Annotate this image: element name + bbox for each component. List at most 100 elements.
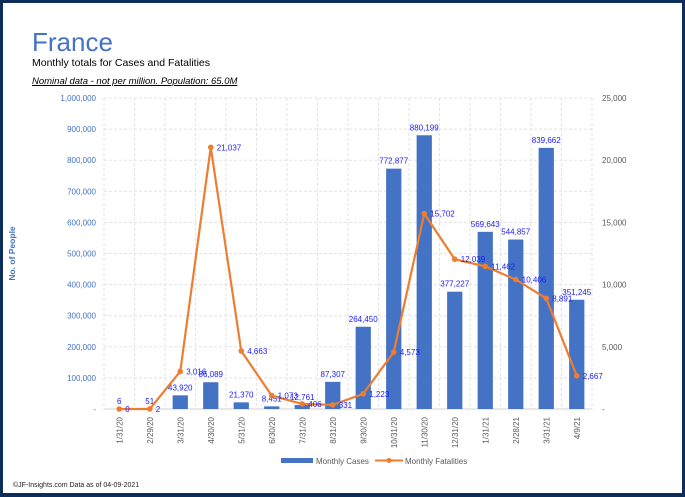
line-data-label: 12,039 xyxy=(461,255,486,264)
x-tick-label: 10/31/20 xyxy=(390,416,399,448)
fatalities-point xyxy=(543,295,550,302)
bar-data-label: 772,877 xyxy=(379,157,408,166)
chart-subtitle: Monthly totals for Cases and Fatalities xyxy=(32,57,210,69)
x-tick-label: 7/31/20 xyxy=(298,416,307,443)
y-tick-label: 1,000,000 xyxy=(60,94,96,103)
y-tick-label: 900,000 xyxy=(67,125,96,134)
x-tick-label: 3/31/21 xyxy=(542,416,551,443)
line-data-label: 4,663 xyxy=(247,347,268,356)
x-tick-label: 12/31/20 xyxy=(451,416,460,448)
line-data-label: 15,702 xyxy=(430,210,455,219)
bar-data-label: 839,662 xyxy=(532,136,561,145)
bar-data-label: 544,857 xyxy=(501,228,530,237)
population-note: Nominal data - not per million. Populati… xyxy=(32,76,238,87)
bar-data-label: 264,450 xyxy=(349,315,378,324)
chart-frame: France Monthly totals for Cases and Fata… xyxy=(3,3,682,493)
line-data-label: 1,223 xyxy=(369,390,390,399)
x-tick-label: 4/30/20 xyxy=(207,416,216,443)
fatalities-point xyxy=(299,401,306,407)
legend-label-fatalities: Monthly Fatalities xyxy=(405,457,467,466)
y-tick-label: 200,000 xyxy=(67,343,96,352)
y-tick-label: 300,000 xyxy=(67,312,96,321)
line-data-label: 406 xyxy=(308,400,322,409)
line-data-label: 21,037 xyxy=(217,143,242,152)
line-data-label: 331 xyxy=(339,401,353,410)
fatalities-point xyxy=(360,390,367,397)
bar-monthly-cases xyxy=(294,405,310,409)
y-tick-label: 700,000 xyxy=(67,187,96,196)
y2-tick-label: 5,000 xyxy=(602,343,623,352)
fatalities-point xyxy=(451,256,458,263)
x-tick-label: 4/9/21 xyxy=(573,416,582,439)
bar-monthly-cases xyxy=(447,291,463,409)
line-data-label: 3,016 xyxy=(186,367,207,376)
bar-data-label: 8,451 xyxy=(262,394,283,403)
fatalities-point xyxy=(207,144,214,151)
fatalities-point xyxy=(116,406,123,412)
y-tick-label: - xyxy=(93,405,96,414)
bar-monthly-cases xyxy=(203,382,219,409)
x-tick-label: 5/31/20 xyxy=(237,416,246,443)
y2-tick-label: 20,000 xyxy=(602,156,627,165)
line-data-label: 1,073 xyxy=(278,392,299,401)
fatalities-point xyxy=(238,348,245,354)
bar-data-label: 377,227 xyxy=(440,280,469,289)
line-data-label: 8,891 xyxy=(552,294,573,303)
bar-monthly-cases xyxy=(325,381,341,409)
bar-monthly-cases xyxy=(569,299,585,409)
bar-data-label: 43,920 xyxy=(168,383,193,392)
bar-monthly-cases xyxy=(264,406,280,409)
x-tick-label: 11/30/20 xyxy=(420,416,429,447)
fatalities-point xyxy=(146,406,153,412)
x-tick-label: 1/31/20 xyxy=(115,416,124,443)
footer-credit: ©JF-Insights.com Data as of 04-09-2021 xyxy=(13,482,140,489)
x-tick-label: 1/31/21 xyxy=(481,416,490,443)
y2-tick-label: 25,000 xyxy=(602,94,627,103)
combo-chart: - 100,000 200,000 300,000 400,000 500,000 600,… xyxy=(7,94,627,466)
legend-marker-fatalities xyxy=(386,458,392,463)
chart-title: France xyxy=(32,27,113,57)
fatalities-point xyxy=(177,368,184,375)
fatalities-point xyxy=(268,392,275,399)
bar-data-label: 12,761 xyxy=(290,393,315,402)
y-tick-label: 800,000 xyxy=(67,156,96,165)
line-data-label: 2 xyxy=(156,405,161,414)
bar-data-label: 569,643 xyxy=(471,220,500,229)
line-data-label: 11,462 xyxy=(491,262,515,271)
x-tick-label: 2/28/21 xyxy=(512,416,521,443)
x-tick-label: 2/29/20 xyxy=(146,416,155,443)
fatalities-point xyxy=(573,373,580,379)
bar-data-label: 880,199 xyxy=(410,123,439,132)
bar-data-label: 21,370 xyxy=(229,390,254,399)
line-data-label: 10,406 xyxy=(522,276,547,285)
line-data-label: 4,573 xyxy=(400,348,421,357)
legend-label-cases: Monthly Cases xyxy=(316,457,369,466)
bar-monthly-cases xyxy=(386,168,402,409)
y-tick-label: 400,000 xyxy=(67,281,96,290)
y-tick-label: 500,000 xyxy=(67,250,96,259)
y2-tick-label: 10,000 xyxy=(602,281,627,290)
fatalities-point xyxy=(329,402,336,408)
y-tick-label: 600,000 xyxy=(67,218,96,227)
x-tick-label: 8/31/20 xyxy=(329,416,338,443)
bar-monthly-cases xyxy=(233,402,249,409)
bar-data-label: 6 xyxy=(117,397,122,406)
x-tick-label: 3/31/20 xyxy=(176,416,185,443)
bar-monthly-cases xyxy=(477,231,493,409)
y-axis-title: No. of People xyxy=(7,226,17,281)
x-tick-label: 6/30/20 xyxy=(268,416,277,443)
y-tick-label: 100,000 xyxy=(67,374,96,383)
x-tick-label: 9/30/20 xyxy=(359,416,368,443)
fatalities-point xyxy=(390,349,397,355)
bar-data-label: 86,089 xyxy=(199,370,224,379)
bar-data-label: 51 xyxy=(145,397,154,406)
line-data-label: 0 xyxy=(125,405,130,414)
fatalities-point xyxy=(512,276,519,283)
line-monthly-fatalities xyxy=(119,147,578,411)
line-data-label: 2,667 xyxy=(583,372,604,381)
y2-tick-label: 15,000 xyxy=(602,218,627,227)
bar-monthly-cases xyxy=(538,147,554,409)
bar-data-label: 351,245 xyxy=(562,288,591,297)
legend-swatch-cases xyxy=(281,458,313,463)
fatalities-point xyxy=(482,263,489,270)
